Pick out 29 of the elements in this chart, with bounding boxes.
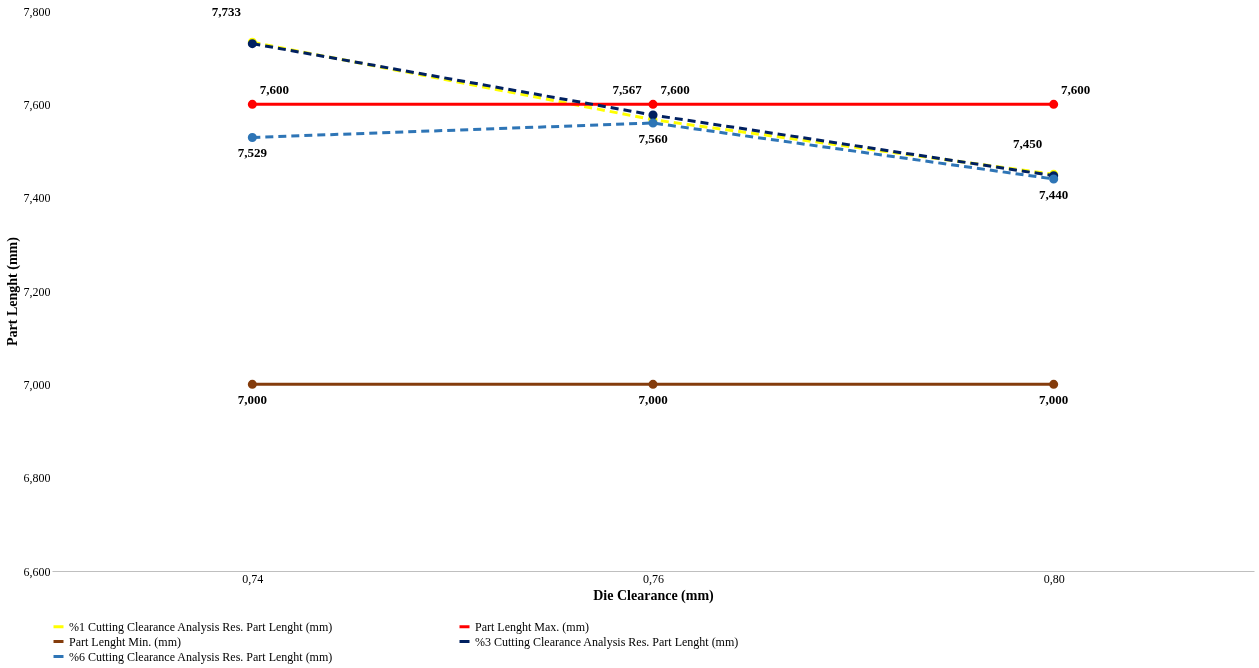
y-tick-label: 7,600 [23, 97, 51, 112]
x-tick-label: 0,74 [242, 571, 264, 586]
legend-label: %3 Cutting Clearance Analysis Res. Part Lenght (mm) [475, 634, 739, 649]
y-tick-label: 6,600 [23, 564, 51, 579]
data-label: 7,000 [638, 392, 668, 408]
legend-label: Part Lenght Max. (mm) [475, 619, 589, 634]
x-axis-title: Die Clearance (mm) [593, 587, 715, 604]
y-tick-label: 7,800 [23, 4, 51, 19]
x-tick-label: 0,76 [643, 571, 664, 586]
data-label: 7,529 [237, 145, 268, 161]
y-tick-label: 7,400 [23, 191, 51, 206]
data-label: 7,600 [259, 82, 289, 98]
data-label: 7,600 [1061, 82, 1091, 98]
data-label: 7,560 [638, 131, 668, 146]
data-label: 7,733 [211, 4, 242, 20]
legend-label: %1 Cutting Clearance Analysis Res. Part Lenght (mm) [69, 619, 333, 634]
y-tick-label: 6,800 [23, 471, 51, 486]
data-label: 7,000 [1039, 392, 1069, 408]
legend-label: %6 Cutting Clearance Analysis Res. Part Lenght (mm) [69, 649, 333, 664]
data-label: 7,440 [1039, 187, 1069, 202]
y-axis-title: Part Lenght (mm) [4, 236, 21, 346]
data-label: 7,600 [660, 82, 690, 98]
data-label: 7,567 [612, 81, 643, 97]
x-tick-label: 0,80 [1043, 571, 1065, 586]
y-tick-label: 7,200 [23, 284, 51, 299]
data-label: 7,000 [237, 392, 267, 408]
legend-label: Part Lenght Min. (mm) [69, 634, 181, 649]
y-tick-label: 7,000 [23, 377, 51, 392]
data-label: 7,450 [1013, 136, 1043, 152]
